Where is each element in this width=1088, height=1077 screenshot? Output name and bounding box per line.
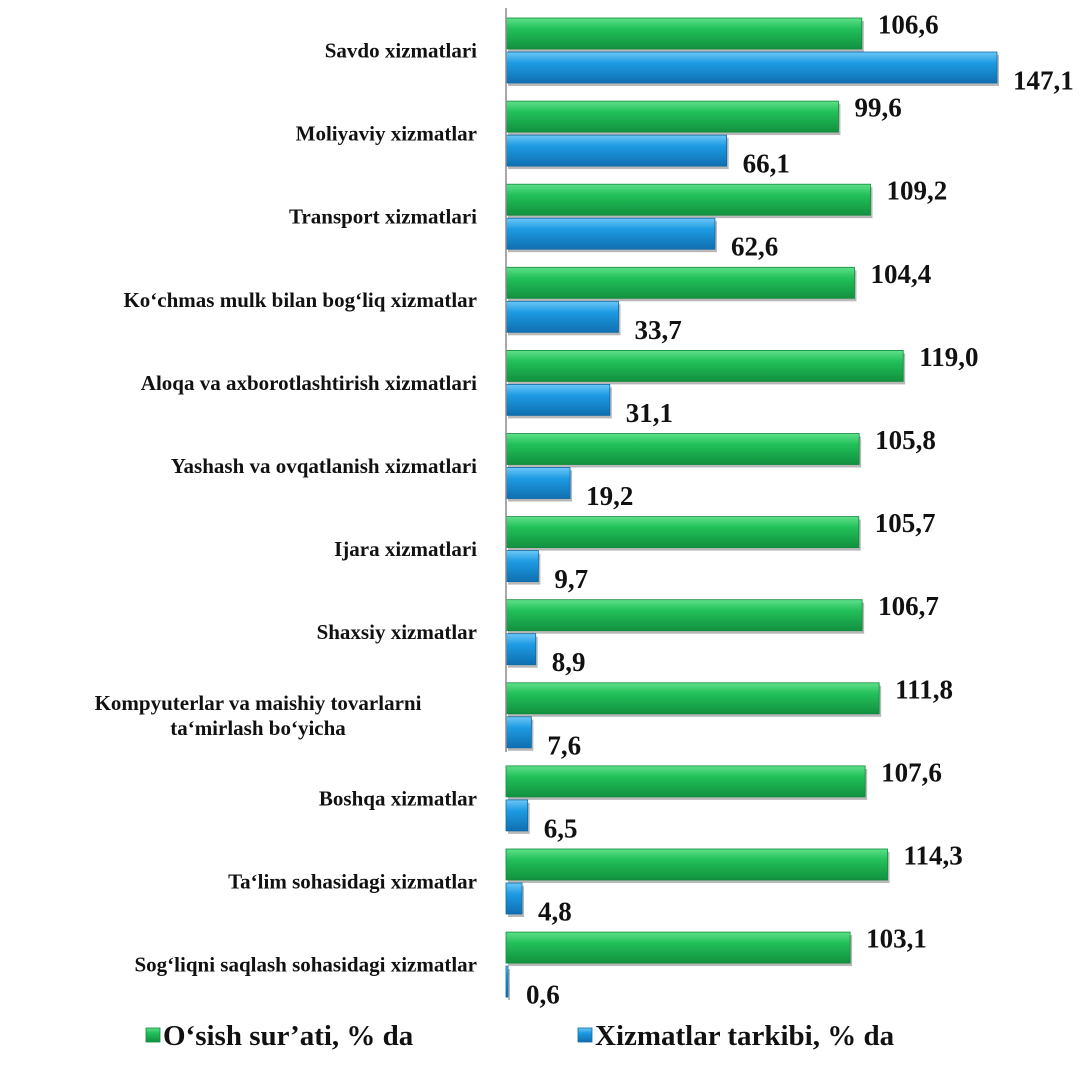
- data-label: 9,7: [554, 564, 588, 594]
- data-label: 0,6: [526, 980, 560, 1010]
- bar-growth-rate: [505, 516, 860, 548]
- data-label: 106,6: [878, 10, 939, 40]
- legend-swatch-growth-rate: [145, 1027, 161, 1043]
- bar-structure: [505, 882, 523, 915]
- data-label: 19,2: [586, 481, 633, 511]
- bar-growth-rate: [505, 848, 888, 881]
- bar-growth-rate: [505, 17, 863, 50]
- data-label: 8,9: [552, 647, 586, 677]
- data-label: 66,1: [743, 149, 790, 179]
- category-label: Ijara xizmatlari: [334, 537, 477, 561]
- bar-growth-rate: [505, 266, 855, 299]
- category-label: Shaxsiy xizmatlar: [317, 620, 477, 644]
- bar-structure: [505, 134, 728, 167]
- legend-label: O‘sish sur’ati, % da: [163, 1020, 414, 1052]
- data-label: 4,8: [538, 897, 572, 927]
- category-label: Savdo xizmatlari: [325, 39, 477, 63]
- bar-structure: [505, 467, 571, 499]
- data-label: 147,1: [1013, 66, 1074, 96]
- category-label: Sog‘liqni saqlash sohasidagi xizmatlar: [135, 953, 478, 977]
- data-label: 107,6: [881, 757, 942, 787]
- data-label: 62,6: [731, 232, 778, 262]
- bar-structure: [505, 51, 998, 84]
- category-label: Aloqa va axborotlashtirish xizmatlari: [141, 371, 477, 395]
- data-label: 111,8: [895, 674, 953, 704]
- bar-growth-rate: [505, 682, 880, 715]
- bar-growth-rate: [505, 100, 839, 133]
- bar-structure: [505, 550, 539, 582]
- data-label: 99,6: [854, 93, 901, 123]
- bar-structure: [505, 716, 532, 749]
- bar-structure: [505, 383, 611, 416]
- data-label: 105,8: [875, 425, 936, 455]
- data-label: 106,7: [878, 591, 939, 621]
- category-label: Ko‘chmas mulk bilan bog‘liq xizmatlar: [123, 288, 477, 312]
- bar-structure: [505, 633, 537, 666]
- data-label: 33,7: [634, 315, 681, 345]
- bar-growth-rate: [505, 765, 866, 798]
- data-label: 7,6: [547, 730, 581, 760]
- bar-growth-rate: [505, 183, 871, 216]
- category-label: Moliyaviy xizmatlar: [296, 122, 477, 146]
- data-label: 119,0: [919, 342, 978, 372]
- legend-label: Xizmatlar tarkibi, % da: [595, 1020, 895, 1052]
- legend: O‘sish sur’ati, % da Xizmatlar tarkibi, %…: [145, 1020, 895, 1052]
- data-label: 109,2: [886, 176, 947, 206]
- bar-structure: [505, 799, 529, 832]
- category-label: Ta‘lim sohasidagi xizmatlar: [228, 870, 477, 894]
- bar-structure: [505, 300, 619, 333]
- data-label: 104,4: [870, 259, 931, 289]
- category-label: Kompyuterlar va maishiy tovarlarni: [95, 691, 422, 715]
- data-label: 103,1: [866, 924, 927, 954]
- legend-swatch-structure: [577, 1027, 593, 1043]
- data-label: 105,7: [875, 508, 936, 538]
- data-label: 6,5: [544, 813, 578, 843]
- category-label: Boshqa xizmatlar: [319, 786, 477, 810]
- bar-structure: [505, 217, 716, 250]
- category-label: Transport xizmatlari: [289, 205, 477, 229]
- data-label: 31,1: [626, 398, 673, 428]
- plot-area: Savdo xizmatlari 106,6 147,1 Moliyaviy xizm…: [95, 10, 1074, 1010]
- bar-growth-rate: [505, 433, 860, 465]
- bar-growth-rate: [505, 349, 904, 382]
- bar-growth-rate: [505, 599, 863, 632]
- data-label: 114,3: [904, 841, 963, 871]
- bar-shadow: [508, 969, 511, 1001]
- category-label: ta‘mirlash bo‘yicha: [170, 716, 346, 740]
- category-label: Yashash va ovqatlanish xizmatlari: [171, 454, 477, 478]
- bar-structure: [505, 965, 509, 998]
- bar-growth-rate: [505, 931, 851, 964]
